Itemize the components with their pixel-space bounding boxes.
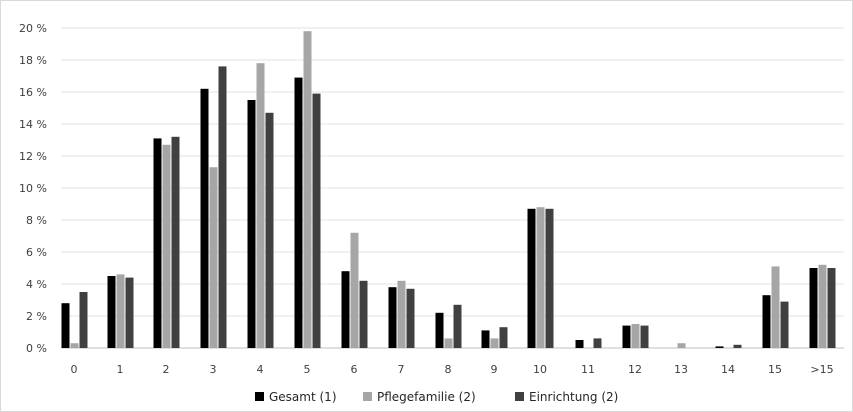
bar [771, 266, 780, 348]
x-tick-label: 1 [117, 363, 124, 376]
bar [733, 344, 742, 348]
bar [435, 312, 444, 348]
y-tick-label: 8 % [26, 214, 47, 227]
x-tick-label: >15 [810, 363, 833, 376]
bar [61, 303, 70, 348]
x-tick-label: 6 [351, 363, 358, 376]
bar [70, 343, 79, 348]
x-tick-label: 2 [163, 363, 170, 376]
bar [631, 324, 640, 348]
bar [481, 330, 490, 348]
bar [388, 287, 397, 348]
bar [162, 144, 171, 348]
bar [762, 295, 771, 348]
bar [490, 338, 499, 348]
bar [153, 138, 162, 348]
x-tick-label: 0 [71, 363, 78, 376]
legend-label: Pflegefamilie (2) [377, 390, 476, 404]
bar [350, 232, 359, 348]
y-tick-label: 20 % [19, 22, 47, 35]
bar [715, 346, 724, 348]
x-tick-label: 10 [533, 363, 547, 376]
y-tick-label: 4 % [26, 278, 47, 291]
y-tick-label: 10 % [19, 182, 47, 195]
bar [818, 264, 827, 348]
bar [444, 338, 453, 348]
legend-label: Einrichtung (2) [529, 390, 618, 404]
bar [622, 325, 631, 348]
bar [545, 208, 554, 348]
bar [359, 280, 368, 348]
x-tick-label: 5 [304, 363, 311, 376]
bar [247, 100, 256, 348]
bar [593, 338, 602, 348]
bar [171, 136, 180, 348]
x-tick-label: 3 [210, 363, 217, 376]
bar [303, 31, 312, 348]
bar [499, 327, 508, 348]
y-tick-label: 12 % [19, 150, 47, 163]
legend-swatch [363, 392, 372, 401]
bar [125, 277, 134, 348]
bar [575, 340, 584, 348]
legend-swatch [255, 392, 264, 401]
x-tick-label: 9 [491, 363, 498, 376]
bar [200, 88, 209, 349]
bar [116, 274, 125, 348]
bar [265, 112, 274, 348]
y-tick-label: 14 % [19, 118, 47, 131]
x-tick-label: 11 [581, 363, 595, 376]
bar [312, 93, 321, 348]
bar [397, 280, 406, 348]
bar [341, 271, 350, 348]
legend-swatch [515, 392, 524, 401]
bar [453, 304, 462, 348]
bar [809, 268, 818, 348]
x-tick-label: 4 [257, 363, 264, 376]
x-tick-label: 13 [674, 363, 688, 376]
y-tick-label: 2 % [26, 310, 47, 323]
y-tick-label: 6 % [26, 246, 47, 259]
x-tick-label: 15 [768, 363, 782, 376]
x-tick-label: 7 [398, 363, 405, 376]
bar [218, 66, 227, 349]
bar [677, 343, 686, 348]
x-tick-label: 8 [445, 363, 452, 376]
bar [780, 301, 789, 348]
bar [256, 63, 265, 348]
x-tick-label: 12 [628, 363, 642, 376]
bar [536, 207, 545, 348]
bar [527, 208, 536, 348]
bar [209, 167, 218, 348]
bar [79, 292, 88, 348]
bar [827, 268, 836, 348]
x-tick-label: 14 [721, 363, 735, 376]
bar [406, 288, 415, 348]
legend-label: Gesamt (1) [269, 390, 337, 404]
y-tick-label: 16 % [19, 86, 47, 99]
y-tick-label: 0 % [26, 342, 47, 355]
bar [640, 325, 649, 348]
bar [294, 77, 303, 348]
bar [107, 276, 116, 348]
y-tick-label: 18 % [19, 54, 47, 67]
